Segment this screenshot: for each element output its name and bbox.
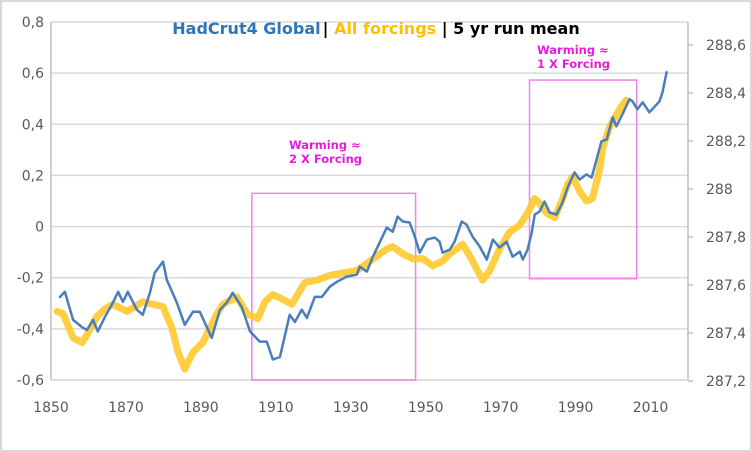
x-tick-label: 1910 — [258, 400, 294, 416]
left-tick-label: -0,6 — [17, 373, 44, 389]
right-tick-label: 287,8 — [706, 230, 746, 246]
series — [53, 70, 668, 373]
right-tick-label: 288 — [706, 182, 733, 198]
annotation-line: Warming ≈ — [289, 138, 361, 152]
x-axis-tick-labels: 1850 1870 1890 1910 1930 1950 1970 1990 … — [33, 400, 668, 416]
x-tick-label: 1990 — [558, 400, 594, 416]
annotation-line: Warming ≈ — [537, 43, 609, 57]
annotation-line: 1 X Forcing — [537, 57, 610, 71]
left-tick-label: 0,6 — [22, 66, 44, 82]
right-tick-label: 287,6 — [706, 278, 746, 294]
x-tick-label: 1850 — [33, 400, 69, 416]
right-tick-label: 287,2 — [706, 374, 746, 390]
gridlines — [51, 21, 688, 381]
annotation-boxes — [251, 79, 638, 381]
left-tick-label: 0 — [35, 220, 44, 236]
chart-title: HadCrut4 Global | All forcings | 5 yr run… — [172, 19, 579, 39]
x-tick-label: 1870 — [108, 400, 144, 416]
x-tick-label: 1950 — [408, 400, 444, 416]
annotation-label-2x-forcing: Warming ≈ 2 X Forcing — [289, 138, 362, 166]
right-axis-tick-labels: 288,6 288,4 288,2 288 287,8 287,6 287,4 … — [706, 38, 746, 390]
x-tick-label: 1890 — [183, 400, 219, 416]
title-part-run-mean: | 5 yr run mean — [436, 19, 580, 39]
right-tick-label: 288,2 — [706, 134, 746, 150]
x-tick-label: 2010 — [633, 400, 669, 416]
annotation-line: 2 X Forcing — [289, 152, 362, 166]
series-hadcrut4-line — [58, 70, 668, 361]
right-axis-ticks — [688, 44, 693, 382]
annotation-label-1x-forcing: Warming ≈ 1 X Forcing — [537, 43, 610, 71]
right-tick-label: 288,6 — [706, 38, 746, 54]
title-part-hadcrut4: HadCrut4 Global — [172, 19, 320, 38]
annotation-box-1x-forcing — [528, 79, 638, 280]
x-tick-label: 1970 — [483, 400, 519, 416]
annotation-box-2x-forcing — [251, 192, 417, 381]
left-tick-label: -0,4 — [17, 322, 44, 338]
right-tick-label: 288,4 — [706, 86, 746, 102]
right-tick-label: 287,4 — [706, 326, 746, 342]
title-separator: | — [323, 19, 334, 39]
left-tick-label: 0,2 — [22, 168, 44, 184]
left-tick-label: -0,2 — [17, 271, 44, 287]
title-part-all-forcings: All forcings — [334, 19, 436, 38]
x-tick-label: 1930 — [333, 400, 369, 416]
left-tick-label: 0,4 — [22, 117, 44, 133]
left-tick-label: 0,8 — [22, 15, 44, 31]
left-axis-tick-labels: 0,8 0,6 0,4 0,2 0 -0,2 -0,4 -0,6 — [17, 15, 44, 389]
